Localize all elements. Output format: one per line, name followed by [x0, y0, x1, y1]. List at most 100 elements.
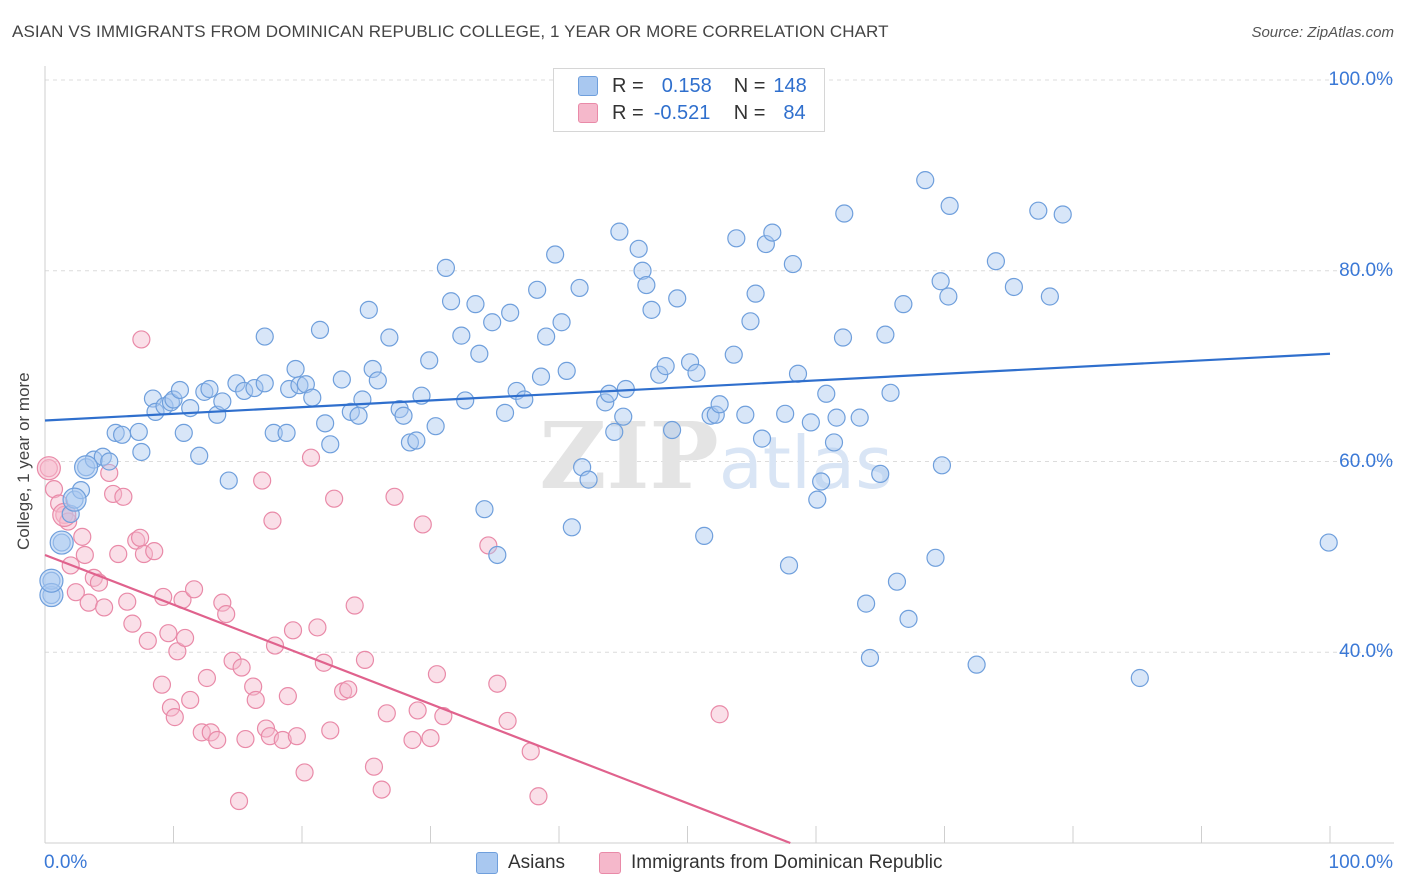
asian-point — [164, 390, 183, 409]
asian-point — [637, 275, 656, 295]
dominican-point — [132, 330, 151, 349]
dominican-point — [109, 544, 128, 564]
y-tick-label: 80.0% — [1339, 259, 1393, 281]
dominican-point — [372, 780, 391, 799]
asian-point — [887, 572, 907, 591]
asian-point — [219, 471, 238, 490]
dominican-point — [66, 583, 85, 602]
gridlines — [45, 79, 1394, 653]
asian-point — [174, 423, 193, 442]
asian-point — [857, 594, 876, 613]
dominican-points — [36, 330, 729, 811]
asian-point — [801, 413, 820, 432]
dominican-point — [278, 687, 297, 706]
asian-point — [235, 381, 254, 401]
asian-point — [642, 300, 661, 319]
legend-n-label: N = — [733, 101, 766, 124]
asian-point — [783, 254, 802, 274]
dominican-point — [355, 650, 375, 669]
dominican-point — [79, 593, 98, 612]
dominican-point — [217, 604, 236, 624]
legend-r-value: 0.158 — [661, 74, 712, 97]
asian-point — [680, 353, 700, 372]
asian-point — [495, 403, 515, 422]
asian-point — [808, 490, 827, 509]
dominican-point — [244, 677, 263, 696]
dominican-point — [184, 580, 204, 599]
dominican-point — [152, 675, 172, 694]
dominican-point — [325, 489, 344, 508]
dominican-point — [283, 621, 303, 640]
dominican-point — [301, 448, 321, 467]
asian-point — [629, 239, 648, 258]
dominican-point — [161, 698, 181, 717]
asian-point — [170, 380, 190, 400]
asian-point — [824, 433, 844, 452]
asian-point — [812, 472, 831, 491]
asian-point — [876, 325, 895, 344]
legend-swatch-dominican — [578, 103, 598, 123]
y-tick-label: 100.0% — [1328, 69, 1393, 90]
legend-r-value: -0.521 — [653, 101, 711, 124]
asian-point — [860, 648, 880, 668]
asian-point — [132, 442, 151, 462]
asian-point — [277, 423, 296, 442]
asian-point — [779, 556, 799, 575]
asian-point — [1319, 533, 1338, 552]
dominican-point — [408, 701, 427, 720]
asian-point — [255, 327, 274, 346]
asian-point — [394, 406, 413, 425]
asian-point — [62, 487, 87, 512]
dominican-point — [434, 707, 453, 726]
dominican-point — [308, 618, 327, 637]
watermark: ZIPatlas — [539, 402, 892, 510]
axes — [44, 66, 1394, 844]
legend-n-value: 148 — [773, 74, 807, 97]
asian-point — [894, 295, 913, 314]
asian-point — [213, 392, 232, 411]
dominican-point — [213, 593, 232, 612]
asian-point — [850, 408, 869, 427]
asian-point — [380, 328, 399, 347]
asian-point — [932, 456, 952, 475]
asian-point — [570, 278, 589, 298]
legend-n-label: N = — [733, 74, 766, 97]
asian-point — [727, 229, 746, 248]
asian-points — [39, 171, 1338, 688]
asian-point — [1130, 668, 1149, 688]
series-swatch-dominican — [599, 852, 622, 874]
dominican-point — [104, 484, 123, 504]
asian-point — [528, 280, 547, 299]
dominican-trend-line — [44, 553, 791, 845]
asian-point — [501, 303, 520, 322]
asian-point — [426, 417, 445, 436]
asian-point — [531, 367, 551, 386]
legend-row-asians: R = 0.158 N = 148 — [578, 73, 807, 99]
chart-title: ASIAN VS IMMIGRANTS FROM DOMINICAN REPUB… — [12, 22, 889, 41]
dominican-point — [159, 624, 178, 643]
asian-point — [537, 327, 556, 346]
asian-point — [710, 395, 729, 414]
asian-point — [359, 300, 378, 319]
asian-point — [74, 455, 99, 480]
asian-point — [483, 313, 502, 332]
asian-point — [763, 223, 782, 242]
asian-point — [986, 252, 1006, 271]
asian-point — [420, 351, 439, 370]
asian-point — [146, 402, 165, 422]
asian-point — [39, 568, 64, 593]
asian-point — [49, 530, 74, 555]
dominican-point — [134, 544, 154, 564]
asian-point — [286, 359, 305, 379]
legend-n-value: 84 — [783, 101, 806, 124]
asian-point — [349, 406, 368, 425]
asian-point — [899, 609, 918, 628]
asian-point — [353, 390, 372, 409]
asian-point — [557, 361, 576, 380]
dominican-point — [145, 542, 164, 561]
asian-point — [303, 388, 322, 407]
asian-point — [475, 500, 494, 519]
x-tick-label: 0.0% — [44, 852, 88, 873]
dominican-point — [421, 728, 440, 748]
dominican-point — [165, 708, 184, 727]
